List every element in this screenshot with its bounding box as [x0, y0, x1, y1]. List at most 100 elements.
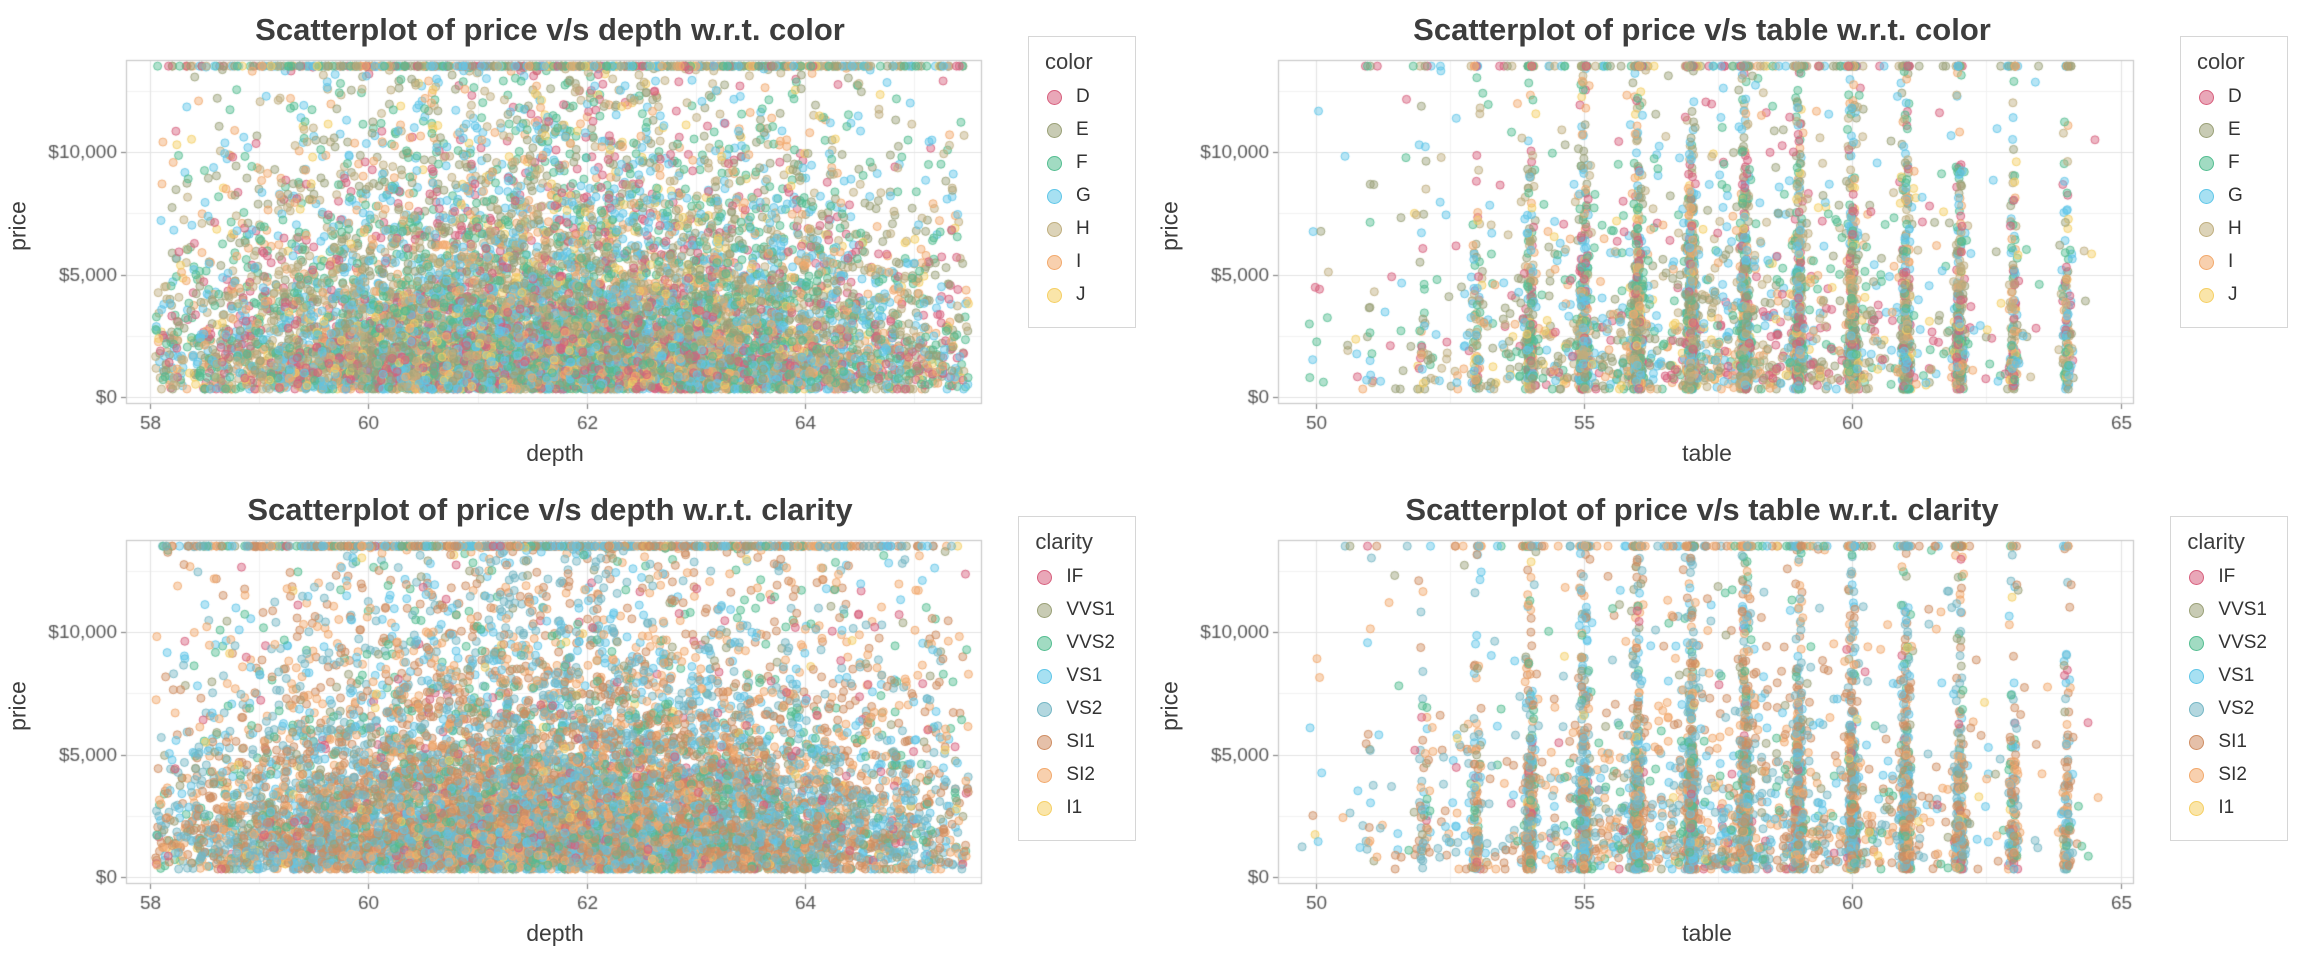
legend-item: VS2: [2189, 698, 2267, 720]
legend-swatch-icon: [1037, 569, 1053, 585]
scatter-canvas: [36, 532, 988, 918]
legend-item: D: [2199, 86, 2267, 108]
chart-panel-price-depth-color: Scatterplot of price v/s depth w.r.t. co…: [0, 0, 1152, 480]
legend-label: VVS1: [2218, 599, 2267, 620]
legend-item: E: [2199, 119, 2267, 141]
legend-label: SI2: [1066, 764, 1095, 785]
legend-item: I: [2199, 251, 2267, 273]
legend-label: IF: [2218, 566, 2236, 587]
x-axis-title: table: [1682, 920, 1732, 946]
legend-label: H: [1076, 218, 1090, 239]
x-axis-title: depth: [526, 920, 584, 946]
legend-swatch-icon: [2189, 800, 2205, 816]
legend-item: J: [1047, 284, 1115, 306]
legend-item: J: [2199, 284, 2267, 306]
chart-body: price: [1152, 532, 2304, 918]
chart-body: price: [0, 532, 1152, 918]
scatter-canvas: [1188, 52, 2140, 438]
legend-label: VVS2: [2218, 632, 2267, 653]
legend-swatch-icon: [2189, 635, 2205, 651]
legend-swatch-icon: [2189, 602, 2205, 618]
legend-swatch-icon: [1037, 767, 1053, 783]
legend-item: F: [2199, 152, 2267, 174]
scatter-canvas: [36, 52, 988, 438]
legend-label: SI2: [2218, 764, 2247, 785]
legend-label: F: [1076, 152, 1088, 173]
legend-item: VS1: [1037, 665, 1115, 687]
legend-swatch-icon: [2199, 188, 2214, 204]
legend-item: VVS1: [1037, 599, 1115, 621]
scatter-canvas: [1188, 532, 2140, 918]
y-axis-title-text: price: [1156, 680, 1183, 731]
chart-title: Scatterplot of price v/s table w.r.t. cl…: [1405, 492, 1999, 527]
legend-swatch-icon: [1047, 155, 1062, 171]
legend-box: clarity IF VVS1 VVS2 VS1 VS2 SI1 SI2 I1: [1018, 516, 1136, 841]
legend-label: VS1: [1066, 665, 1103, 686]
legend-label: G: [2228, 185, 2243, 206]
legend-label: SI1: [2218, 731, 2247, 752]
legend-swatch-icon: [1047, 254, 1062, 270]
legend-swatch-icon: [2189, 668, 2205, 684]
legend-item: SI1: [2189, 731, 2267, 753]
legend-label: I1: [1066, 797, 1083, 818]
legend-label: F: [2228, 152, 2240, 173]
legend-label: E: [2228, 119, 2241, 140]
y-axis-title: price: [0, 532, 36, 918]
legend-label: VS2: [2218, 698, 2255, 719]
legend-swatch-icon: [2189, 569, 2205, 585]
legend-items: IF VVS1 VVS2 VS1 VS2 SI1 SI2 I1: [2187, 566, 2269, 819]
legend-label: H: [2228, 218, 2242, 239]
legend-label: I: [2228, 251, 2234, 272]
y-axis-title: price: [0, 52, 36, 438]
legend-swatch-icon: [1037, 701, 1053, 717]
legend-item: H: [1047, 218, 1115, 240]
legend-label: D: [1076, 86, 1090, 107]
legend-swatch-icon: [1047, 188, 1062, 204]
legend-item: I1: [1037, 797, 1115, 819]
y-axis-title-text: price: [4, 680, 31, 731]
legend-swatch-icon: [2199, 221, 2214, 237]
y-axis-title-text: price: [4, 200, 31, 251]
legend-swatch-icon: [2189, 734, 2205, 750]
y-axis-title-text: price: [1156, 200, 1183, 251]
chart-title: Scatterplot of price v/s table w.r.t. co…: [1413, 12, 1991, 47]
legend-items: IF VVS1 VVS2 VS1 VS2 SI1 SI2 I1: [1035, 566, 1117, 819]
legend-label: G: [1076, 185, 1091, 206]
legend-title: clarity: [1035, 529, 1093, 554]
legend-swatch-icon: [1037, 800, 1053, 816]
legend-swatch-icon: [2199, 254, 2214, 270]
legend-item: VVS2: [2189, 632, 2267, 654]
x-axis-title: depth: [526, 440, 584, 466]
legend-item: VVS2: [1037, 632, 1115, 654]
legend-item: H: [2199, 218, 2267, 240]
legend-label: I1: [2218, 797, 2235, 818]
legend-label: D: [2228, 86, 2242, 107]
legend-title: color: [1045, 49, 1093, 74]
legend-title: clarity: [2187, 529, 2245, 554]
legend-item: G: [1047, 185, 1115, 207]
chart-panel-price-depth-clarity: Scatterplot of price v/s depth w.r.t. cl…: [0, 480, 1152, 960]
legend-swatch-icon: [2199, 122, 2214, 138]
legend-item: I1: [2189, 797, 2267, 819]
legend-swatch-icon: [2189, 701, 2205, 717]
legend-swatch-icon: [1037, 602, 1053, 618]
y-axis-title: price: [1152, 52, 1188, 438]
legend-item: IF: [1037, 566, 1115, 588]
chart-title: Scatterplot of price v/s depth w.r.t. co…: [255, 12, 845, 47]
legend-label: SI1: [1066, 731, 1095, 752]
legend-swatch-icon: [1047, 287, 1062, 303]
legend-label: VVS1: [1066, 599, 1115, 620]
chart-body: price: [0, 52, 1152, 438]
legend-swatch-icon: [1047, 122, 1062, 138]
legend-label: I: [1076, 251, 1082, 272]
legend-title: color: [2197, 49, 2245, 74]
chart-panel-price-table-clarity: Scatterplot of price v/s table w.r.t. cl…: [1152, 480, 2304, 960]
legend-item: E: [1047, 119, 1115, 141]
legend-swatch-icon: [1037, 734, 1053, 750]
x-axis-title: table: [1682, 440, 1732, 466]
legend-item: I: [1047, 251, 1115, 273]
